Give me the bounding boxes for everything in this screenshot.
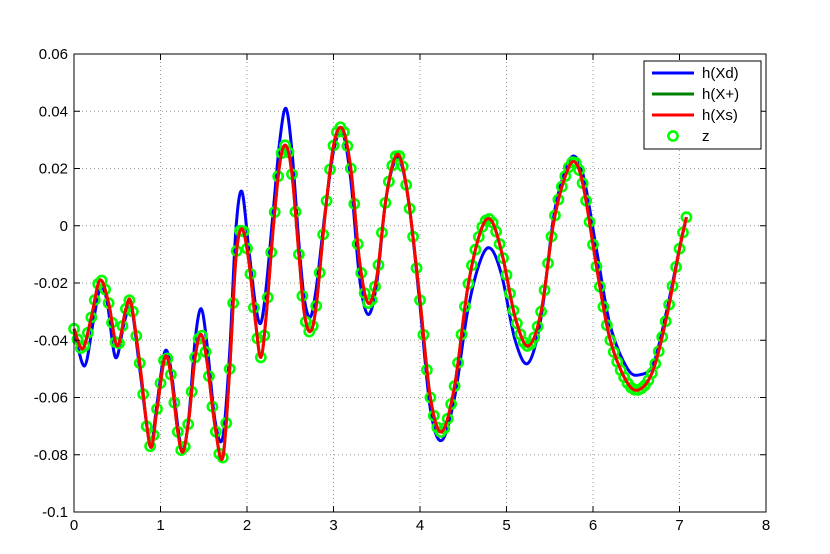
legend-box	[643, 60, 762, 150]
y-tick-label: -0.08	[34, 447, 68, 464]
y-tick-label: -0.02	[34, 275, 68, 292]
z-marker	[528, 331, 541, 344]
z-marker	[438, 422, 451, 435]
x-tick-label: 6	[589, 517, 597, 534]
y-tick-label: 0	[60, 218, 68, 235]
x-tick-label: 5	[502, 517, 510, 534]
series-layer	[68, 106, 693, 464]
legend-label: h(X+)	[702, 86, 739, 103]
y-tick-label: -0.04	[34, 332, 68, 349]
series-line-hxplus	[72, 125, 688, 462]
legend-label: z	[702, 128, 710, 145]
series-line-hxd	[72, 106, 688, 454]
series-markers-z	[68, 121, 693, 464]
y-tick-label: 0.02	[39, 161, 68, 178]
x-tick-label: 0	[70, 517, 78, 534]
series-line-hxs	[72, 125, 688, 462]
x-tick-label: 3	[329, 517, 337, 534]
x-tick-label: 4	[416, 517, 424, 534]
x-tick-label: 1	[156, 517, 164, 534]
y-tick-label: 0.06	[39, 46, 68, 63]
z-marker	[645, 367, 658, 380]
legend-swatch-marker	[667, 130, 679, 142]
y-tick-label: -0.06	[34, 390, 68, 407]
x-tick-label: 2	[243, 517, 251, 534]
legend-label: h(Xs)	[702, 107, 738, 124]
y-tick-label: 0.04	[39, 103, 68, 120]
x-tick-label: 8	[762, 517, 770, 534]
legend: h(Xd) h(X+) h(Xs) z	[643, 60, 762, 150]
x-tick-label: 7	[675, 517, 683, 534]
legend-label: h(Xd)	[702, 65, 739, 82]
y-tick-label: -0.1	[42, 504, 68, 521]
z-marker	[123, 294, 136, 307]
axis-ticks: 0 1 2 3 4 5 6 7 8 -0.1 -0.08 -0.06 -0.04 -0.02 0 0.02 0.…	[34, 46, 770, 534]
